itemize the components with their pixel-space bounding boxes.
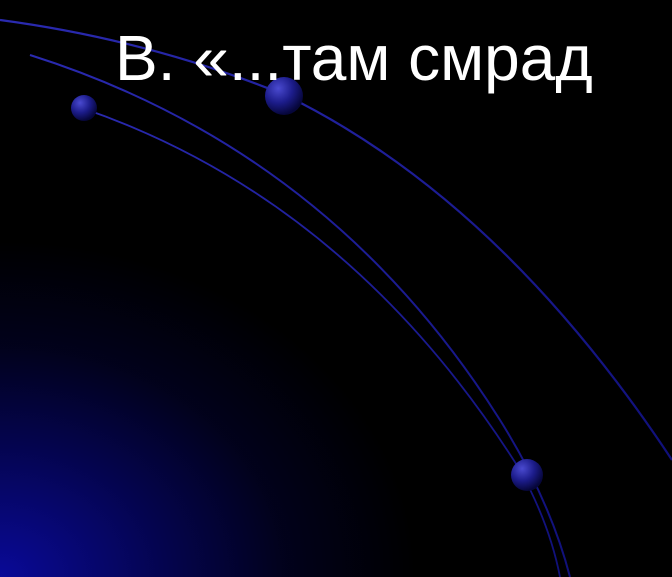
sphere-bullet-bottom <box>511 459 543 491</box>
arc-middle <box>29 54 571 577</box>
sphere-bullet-top <box>265 77 303 115</box>
arc-outer <box>0 18 672 461</box>
arc-inner <box>81 107 561 577</box>
slide-title: В. «...там смрад <box>115 22 593 94</box>
sphere-bullet-left <box>71 95 97 121</box>
